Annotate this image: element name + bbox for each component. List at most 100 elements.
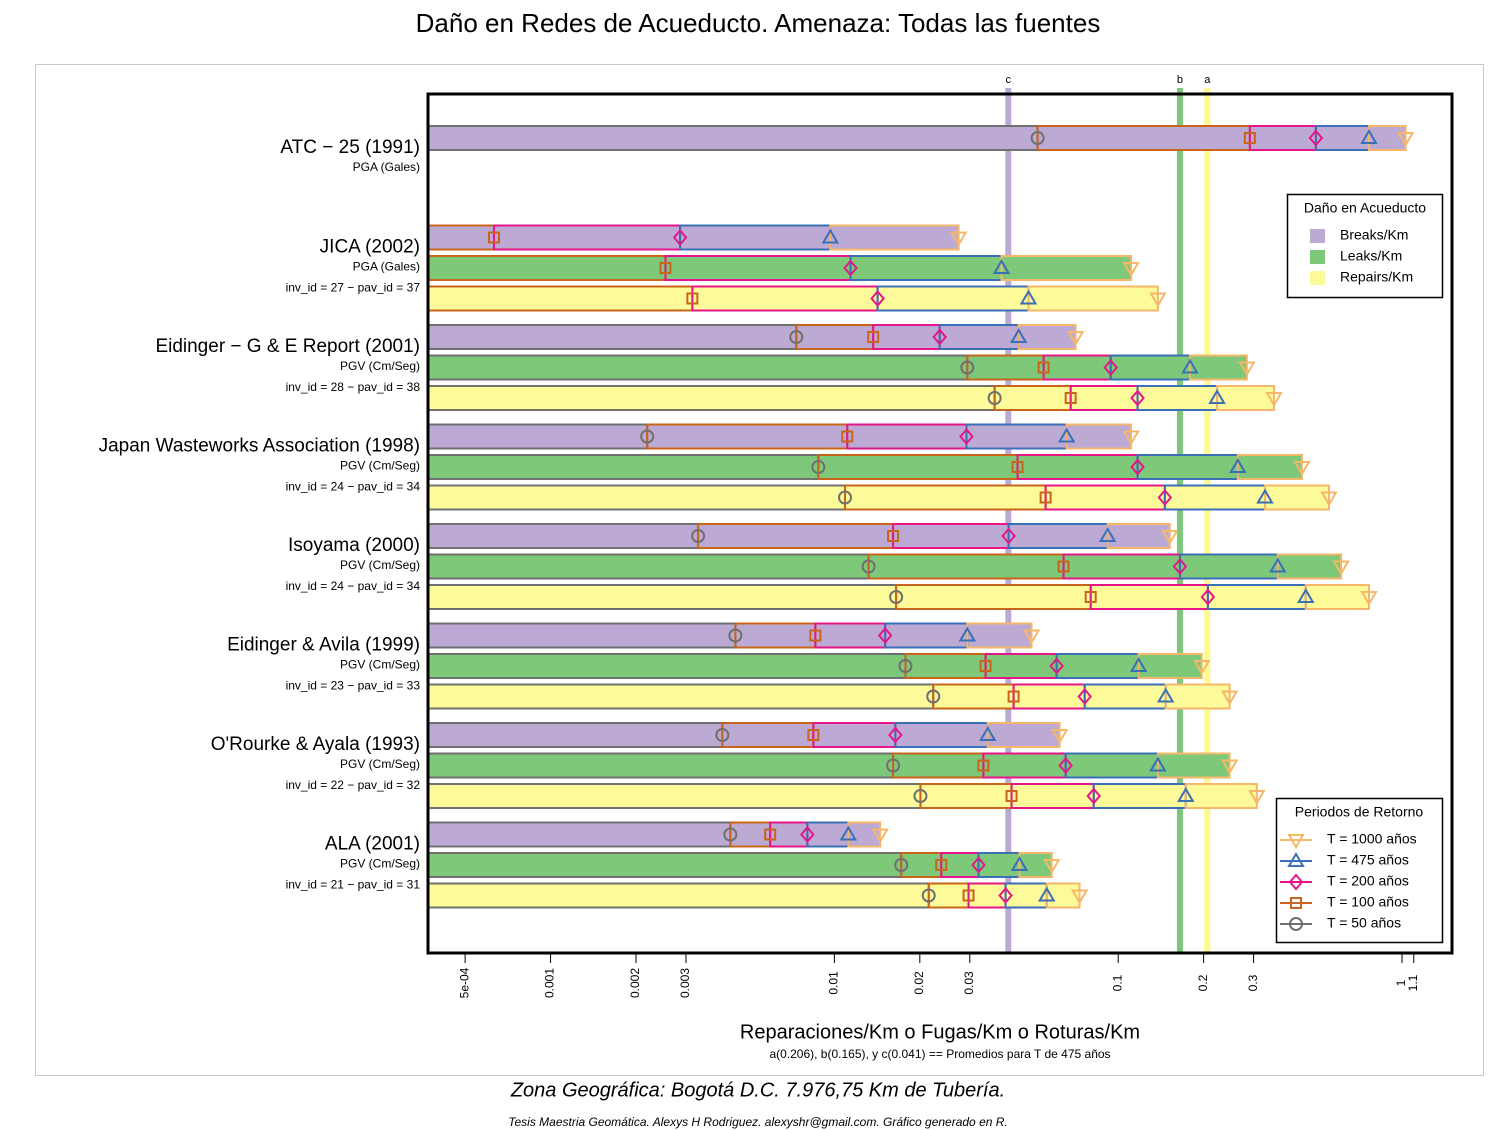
value-marker: [672, 228, 688, 247]
value-marker: [1193, 660, 1211, 675]
bar-segment: [1263, 484, 1331, 511]
bar-segment: [1156, 752, 1231, 779]
x-tick-label: 1: [1394, 979, 1408, 986]
group-measure: PGA (Gales): [353, 260, 420, 274]
value-marker: [1057, 427, 1076, 443]
bar: [428, 653, 1202, 679]
bar: [428, 553, 1342, 580]
value-marker: [1177, 787, 1195, 802]
x-tick-label: 0.03: [962, 971, 976, 995]
value-marker: [1050, 729, 1069, 744]
value-marker: [962, 889, 975, 902]
value-marker: [841, 430, 854, 443]
bar-segment: [1017, 324, 1077, 350]
bar-segment: [1000, 255, 1133, 281]
group-measure: PGV (Cm/Seg): [340, 658, 420, 672]
value-marker: [1256, 488, 1274, 504]
value-marker: [659, 262, 672, 274]
value-marker: [487, 231, 500, 244]
value-marker: [889, 590, 904, 604]
bar-segment: [1276, 553, 1343, 580]
value-marker: [1157, 488, 1173, 507]
value-marker: [870, 289, 885, 308]
group-ids: inv_id = 24 − pav_id = 34: [286, 579, 421, 593]
group-label: ATC − 25 (1991): [280, 137, 420, 158]
value-marker: [971, 856, 986, 874]
value-marker: [1103, 358, 1119, 377]
bar: [428, 324, 1076, 350]
value-marker: [871, 828, 889, 844]
value-marker: [1208, 389, 1226, 404]
bar: [428, 385, 1275, 411]
value-marker: [960, 360, 975, 375]
value-marker: [1308, 129, 1324, 147]
bar: [428, 354, 1247, 381]
value-marker: [887, 530, 900, 542]
group-measure: PGA (Gales): [353, 160, 420, 174]
bar-segment: [1106, 523, 1171, 549]
value-marker: [949, 231, 968, 247]
value-marker: [1320, 491, 1338, 507]
legend-swatch: [1310, 229, 1325, 243]
x-tick-label: 0.1: [1110, 974, 1124, 991]
bar: [428, 722, 1060, 748]
value-marker: [1265, 392, 1283, 407]
bar: [428, 423, 1132, 450]
group-label: Japan Wasteworks Association (1998): [99, 436, 420, 457]
value-marker: [1007, 690, 1020, 703]
bar: [428, 454, 1302, 480]
value-marker: [821, 228, 840, 244]
x-tick-label: 0.003: [678, 968, 692, 998]
bar: [428, 683, 1230, 710]
value-marker: [1293, 461, 1311, 476]
bar: [428, 523, 1170, 549]
x-tick-label: 5e-04: [457, 967, 471, 998]
legend-swatch: [1310, 271, 1325, 285]
value-marker: [886, 758, 901, 773]
credit: Tesis Maestria Geomática. Alexys H Rodri…: [508, 1115, 1008, 1129]
value-marker: [1200, 588, 1216, 606]
value-marker: [1086, 787, 1102, 805]
value-marker: [1172, 557, 1188, 576]
bar: [428, 125, 1406, 151]
value-marker: [1161, 530, 1179, 545]
value-marker: [877, 626, 893, 645]
legend-marker: [1289, 917, 1303, 931]
group-measure: PGV (Cm/Seg): [340, 857, 420, 871]
value-marker: [1332, 560, 1350, 576]
value-marker: [1001, 527, 1016, 545]
value-marker: [1039, 491, 1052, 504]
legend-marker: [1287, 834, 1305, 849]
caption: Zona Geográfica: Bogotá D.C. 7.976,75 Km…: [510, 1079, 1005, 1101]
value-marker: [1181, 358, 1199, 374]
value-marker: [1066, 331, 1085, 346]
value-marker: [1064, 392, 1077, 404]
legend-label: Leaks/Km: [1340, 248, 1402, 264]
outer-frame: [35, 64, 1484, 1076]
bar: [428, 255, 1132, 281]
reference-label: a: [1204, 74, 1211, 86]
value-marker: [998, 886, 1013, 905]
bar: [428, 852, 1052, 878]
group-ids: inv_id = 27 − pav_id = 37: [286, 281, 421, 295]
group-label: JICA (2002): [320, 237, 420, 258]
value-marker: [789, 330, 804, 344]
value-marker: [764, 828, 777, 841]
group-measure: PGV (Cm/Seg): [340, 558, 420, 572]
group-label: Eidinger − G & E Report (2001): [155, 336, 420, 357]
value-marker: [987, 391, 1002, 405]
value-marker: [1360, 591, 1378, 606]
value-marker: [1149, 292, 1167, 308]
reference-label: b: [1177, 74, 1183, 86]
legend-title: Daño en Acueducto: [1304, 200, 1426, 216]
value-marker: [861, 559, 876, 574]
bar: [428, 484, 1330, 511]
value-marker: [978, 726, 997, 741]
value-marker: [1005, 790, 1018, 802]
value-marker: [1037, 361, 1050, 374]
legend-marker: [1290, 897, 1302, 909]
value-marker: [1248, 790, 1266, 805]
bar: [428, 285, 1158, 312]
value-marker: [894, 858, 909, 872]
value-marker: [1057, 560, 1070, 573]
